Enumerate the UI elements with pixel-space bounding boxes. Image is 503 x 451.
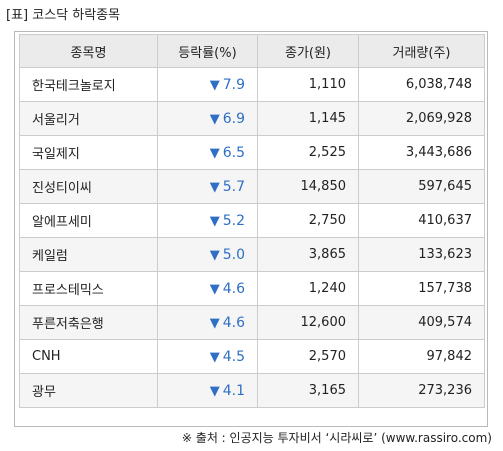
close-price-cell: 14,850 — [257, 169, 359, 204]
down-arrow-icon: ▼ — [209, 315, 220, 331]
stock-name-cell: 국일제지 — [19, 135, 158, 170]
source-note: ※ 출처 : 인공지능 투자비서 ‘시라씨로’ (www.rassiro.com… — [181, 431, 492, 445]
change-rate-cell: ▼ 4.6 — [157, 305, 258, 340]
table-body: 한국테크놀로지 ▼ 7.9 1,110 6,038,748 서울리거 ▼ 6.9 1,145 2,… — [19, 67, 485, 408]
falling-stocks-table: 종목명 등락률(%) 종가(원) 거래량(주) 한국테크놀로지 ▼ 7.9 1,110… — [19, 34, 485, 408]
volume-cell: 273,236 — [358, 373, 485, 408]
change-rate-cell: ▼ 4.1 — [157, 373, 258, 408]
down-arrow-icon: ▼ — [209, 247, 220, 263]
close-price-cell: 2,525 — [257, 135, 359, 170]
header-row: 종목명 등락률(%) 종가(원) 거래량(주) — [19, 34, 485, 68]
change-rate-value: 4.6 — [222, 280, 245, 297]
volume-cell: 97,842 — [358, 339, 485, 374]
close-price-cell: 2,570 — [257, 339, 359, 374]
close-price-cell: 1,240 — [257, 271, 359, 306]
change-rate-cell: ▼ 6.9 — [157, 101, 258, 136]
close-price-cell: 1,145 — [257, 101, 359, 136]
table-row: 푸른저축은행 ▼ 4.6 12,600 409,574 — [19, 305, 485, 340]
close-price-cell: 12,600 — [257, 305, 359, 340]
table-row: CNH ▼ 4.5 2,570 97,842 — [19, 339, 485, 374]
close-price-cell: 3,865 — [257, 237, 359, 272]
stock-name-cell: 푸른저축은행 — [19, 305, 158, 340]
volume-cell: 597,645 — [358, 169, 485, 204]
stock-name-cell: 광무 — [19, 373, 158, 408]
table-header: 종목명 등락률(%) 종가(원) 거래량(주) — [19, 34, 485, 68]
table-caption: [표] 코스닥 하락종목 — [6, 8, 121, 23]
change-rate-cell: ▼ 5.0 — [157, 237, 258, 272]
stock-name-cell: CNH — [19, 339, 158, 374]
table-row: 광무 ▼ 4.1 3,165 273,236 — [19, 373, 485, 408]
change-rate-value: 6.9 — [222, 110, 245, 127]
stock-name-cell: 진성티이씨 — [19, 169, 158, 204]
volume-cell: 410,637 — [358, 203, 485, 238]
change-rate-cell: ▼ 6.5 — [157, 135, 258, 170]
close-price-cell: 2,750 — [257, 203, 359, 238]
table-row: 서울리거 ▼ 6.9 1,145 2,069,928 — [19, 101, 485, 136]
change-rate-value: 7.9 — [222, 76, 245, 93]
header-close-price: 종가(원) — [257, 34, 359, 68]
close-price-cell: 1,110 — [257, 67, 359, 102]
volume-cell: 409,574 — [358, 305, 485, 340]
table-row: 국일제지 ▼ 6.5 2,525 3,443,686 — [19, 135, 485, 170]
table-row: 알에프세미 ▼ 5.2 2,750 410,637 — [19, 203, 485, 238]
down-arrow-icon: ▼ — [209, 145, 220, 161]
stock-name-cell: 케일럼 — [19, 237, 158, 272]
change-rate-value: 5.0 — [222, 246, 245, 263]
change-rate-value: 5.7 — [222, 178, 245, 195]
change-rate-cell: ▼ 4.6 — [157, 271, 258, 306]
down-arrow-icon: ▼ — [209, 383, 220, 399]
change-rate-value: 4.1 — [222, 382, 245, 399]
volume-cell: 2,069,928 — [358, 101, 485, 136]
down-arrow-icon: ▼ — [209, 77, 220, 93]
volume-cell: 157,738 — [358, 271, 485, 306]
close-price-cell: 3,165 — [257, 373, 359, 408]
stock-name-cell: 알에프세미 — [19, 203, 158, 238]
stock-name-cell: 프로스테믹스 — [19, 271, 158, 306]
table-frame — [14, 31, 488, 427]
change-rate-value: 4.6 — [222, 314, 245, 331]
change-rate-cell: ▼ 5.7 — [157, 169, 258, 204]
header-stock-name: 종목명 — [19, 34, 158, 68]
volume-cell: 3,443,686 — [358, 135, 485, 170]
volume-cell: 6,038,748 — [358, 67, 485, 102]
table-row: 프로스테믹스 ▼ 4.6 1,240 157,738 — [19, 271, 485, 306]
table-row: 진성티이씨 ▼ 5.7 14,850 597,645 — [19, 169, 485, 204]
header-change-rate: 등락률(%) — [157, 34, 258, 68]
change-rate-cell: ▼ 4.5 — [157, 339, 258, 374]
down-arrow-icon: ▼ — [209, 349, 220, 365]
change-rate-cell: ▼ 7.9 — [157, 67, 258, 102]
table-row: 한국테크놀로지 ▼ 7.9 1,110 6,038,748 — [19, 67, 485, 102]
down-arrow-icon: ▼ — [209, 281, 220, 297]
change-rate-value: 4.5 — [222, 348, 245, 365]
header-volume: 거래량(주) — [358, 34, 485, 68]
volume-cell: 133,623 — [358, 237, 485, 272]
down-arrow-icon: ▼ — [209, 111, 220, 127]
change-rate-cell: ▼ 5.2 — [157, 203, 258, 238]
change-rate-value: 5.2 — [222, 212, 245, 229]
table-row: 케일럼 ▼ 5.0 3,865 133,623 — [19, 237, 485, 272]
stock-name-cell: 한국테크놀로지 — [19, 67, 158, 102]
change-rate-value: 6.5 — [222, 144, 245, 161]
down-arrow-icon: ▼ — [209, 213, 220, 229]
down-arrow-icon: ▼ — [209, 179, 220, 195]
stock-name-cell: 서울리거 — [19, 101, 158, 136]
